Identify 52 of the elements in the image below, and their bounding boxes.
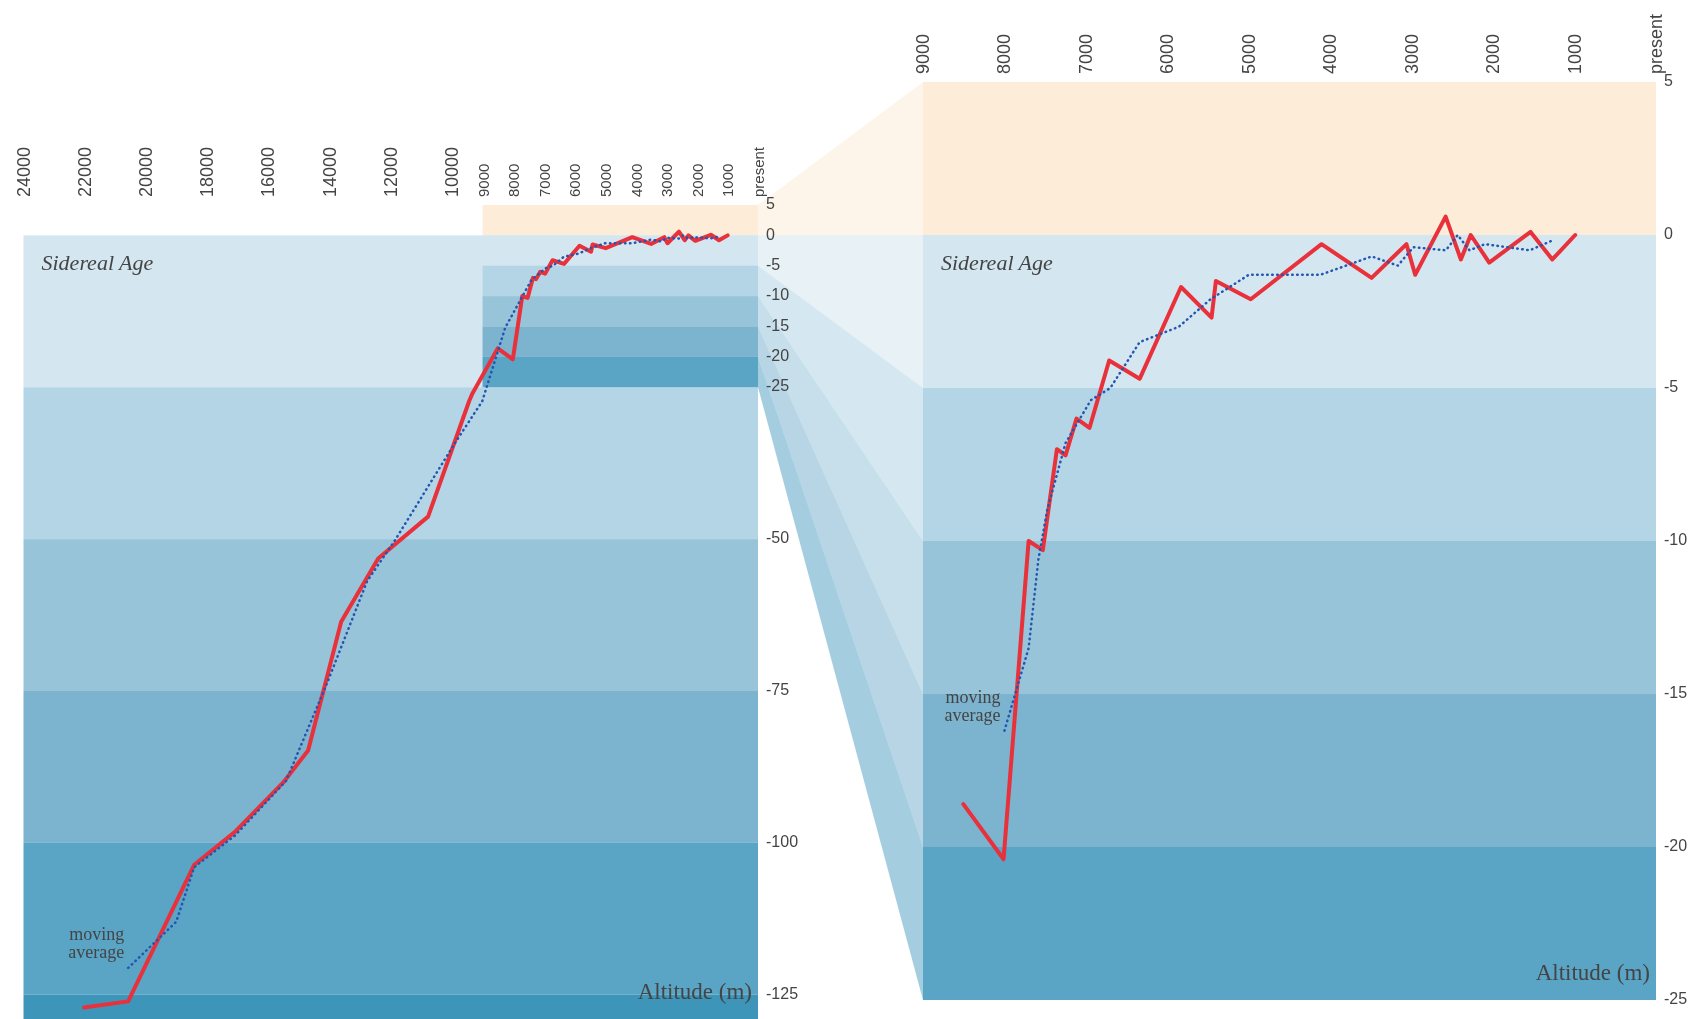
x-tick-label: 24000 xyxy=(13,146,34,197)
y-tick-label: -75 xyxy=(766,681,790,699)
x-tick-label: 8000 xyxy=(994,33,1015,74)
x-tick-label: 22000 xyxy=(74,146,95,197)
y-tick-label: -15 xyxy=(766,316,790,334)
x-tick-label: 9000 xyxy=(913,33,933,74)
y-tick-label: -20 xyxy=(766,347,790,365)
x-tick-label: 9000 xyxy=(474,163,492,197)
y-tick-label: 0 xyxy=(1664,225,1673,243)
y-tick-label: -5 xyxy=(766,255,781,273)
x-tick-label: 1000 xyxy=(1564,33,1585,74)
x-tick-label: 14000 xyxy=(319,146,340,197)
x-tick-label: 6000 xyxy=(566,163,584,197)
y-tick-label: -50 xyxy=(766,529,790,547)
y-tick-label: -10 xyxy=(766,286,790,304)
x-tick-label: 3000 xyxy=(1401,33,1422,74)
x-tick-label: 4000 xyxy=(627,163,645,197)
y-tick-label: 5 xyxy=(766,195,775,213)
y-tick-label: -5 xyxy=(1664,378,1679,396)
x-tick-label: 5000 xyxy=(1238,33,1259,74)
x-tick-label: 6000 xyxy=(1157,33,1178,74)
x-tick-label: 2000 xyxy=(688,163,706,197)
x-tick-label: 4000 xyxy=(1320,33,1341,74)
x-tick-label: 5000 xyxy=(596,163,614,197)
y-tick-label: 5 xyxy=(1664,72,1673,90)
y-axis-title: Altitude (m) xyxy=(637,979,752,1004)
x-tick-label: 1000 xyxy=(719,163,737,197)
y-tick-label: -25 xyxy=(1664,990,1688,1008)
series-label: moving average xyxy=(944,686,1001,725)
y-tick-label: -125 xyxy=(766,984,799,1002)
y-tick-label: -25 xyxy=(766,377,790,395)
x-tick-label: 8000 xyxy=(505,163,523,197)
x-tick-label: 20000 xyxy=(135,146,156,197)
x-tick-label: 18000 xyxy=(197,146,218,197)
x-tick-label: present xyxy=(1646,13,1666,74)
x-tick-label: 12000 xyxy=(380,146,401,197)
x-tick-label: 3000 xyxy=(658,163,676,197)
x-tick-label: 10000 xyxy=(441,146,462,197)
x-tick-label: 7000 xyxy=(1075,33,1096,74)
y-tick-label: -10 xyxy=(1664,531,1688,549)
series-label: moving average xyxy=(68,923,125,962)
x-tick-label: 7000 xyxy=(535,163,553,197)
y-axis-title: Altitude (m) xyxy=(1535,960,1650,985)
y-tick-label: -20 xyxy=(1664,837,1688,855)
y-tick-label: 0 xyxy=(766,225,775,243)
x-tick-label: 16000 xyxy=(258,146,279,197)
x-tick-label: 2000 xyxy=(1483,33,1504,74)
annotation: Sidereal Age xyxy=(41,250,154,275)
x-tick-label: present xyxy=(750,146,767,197)
y-tick-label: -15 xyxy=(1664,684,1688,702)
annotation: Sidereal Age xyxy=(941,250,1054,275)
y-tick-label: -100 xyxy=(766,833,799,851)
